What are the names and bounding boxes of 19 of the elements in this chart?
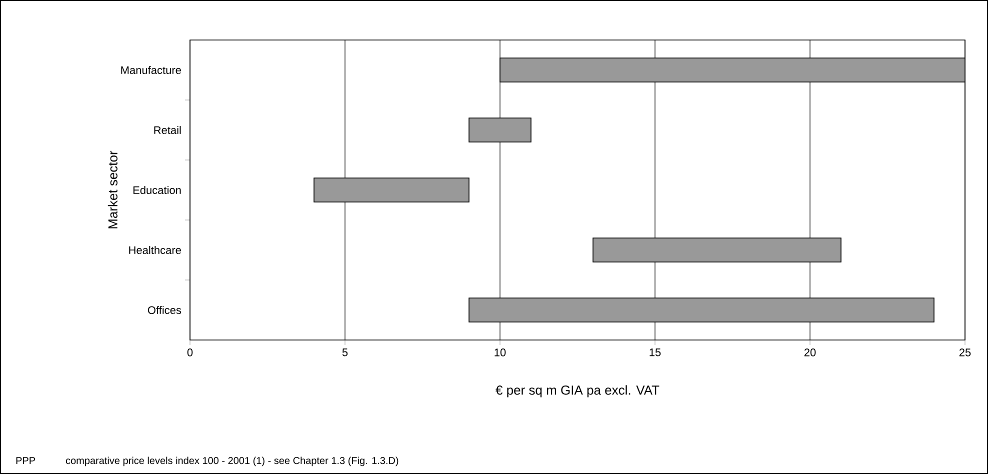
y-tick-label: Education (133, 186, 181, 194)
x-tick-label: 15 (650, 348, 661, 356)
x-tick-label: 0 (187, 348, 193, 356)
bar (468, 118, 532, 142)
y-tick-label: Healthcare (129, 246, 181, 254)
x-tick-label: 20 (804, 348, 816, 356)
y-tick-label: Retail (154, 126, 181, 134)
x-tick-label: 25 (959, 348, 971, 356)
bar (592, 238, 842, 262)
x-tick-label: 5 (342, 348, 348, 356)
y-axis-title: Market sector (108, 150, 118, 228)
x-tick-label: 10 (494, 348, 506, 356)
bar (314, 178, 470, 202)
bar (468, 298, 934, 322)
y-tick-label: Offices (148, 306, 182, 314)
text: PPP (16, 457, 36, 464)
x-axis-title: € per sq m GIA pa excl. VAT (496, 385, 660, 398)
y-tick-label: Manufacture (121, 66, 181, 74)
text: comparative price levels index 100 - 2001 (1) - see Chapter 1.3 (Fig. 1.3.D) (66, 456, 398, 466)
